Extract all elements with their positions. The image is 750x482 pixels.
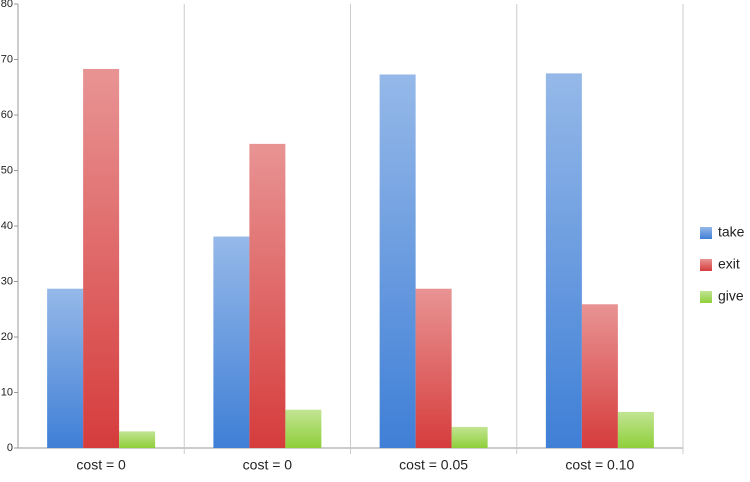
bar xyxy=(617,411,654,448)
legend-label: give xyxy=(718,288,744,304)
legend-swatch xyxy=(700,291,712,303)
bar xyxy=(451,426,488,448)
bar xyxy=(83,68,120,448)
x-tick-label: cost = 0 xyxy=(243,457,293,473)
y-tick-label: 40 xyxy=(1,220,13,232)
bar xyxy=(415,288,452,448)
y-tick-label: 80 xyxy=(1,0,13,10)
y-tick-label: 0 xyxy=(7,442,13,454)
bar xyxy=(379,74,416,449)
bar xyxy=(249,143,286,449)
legend-label: take xyxy=(718,224,745,240)
y-tick-label: 50 xyxy=(1,164,13,176)
legend-swatch xyxy=(700,259,712,271)
bar xyxy=(581,304,618,448)
x-tick-label: cost = 0 xyxy=(76,457,126,473)
legend-swatch xyxy=(700,227,712,239)
bar xyxy=(213,236,250,448)
y-tick-label: 20 xyxy=(1,331,13,343)
x-tick-label: cost = 0.05 xyxy=(399,457,468,473)
bar xyxy=(47,288,84,448)
y-tick-label: 60 xyxy=(1,109,13,121)
legend-label: exit xyxy=(718,256,740,272)
x-tick-label: cost = 0.10 xyxy=(565,457,634,473)
y-tick-label: 10 xyxy=(1,386,13,398)
bar xyxy=(545,73,582,448)
y-tick-label: 70 xyxy=(1,53,13,65)
y-tick-label: 30 xyxy=(1,275,13,287)
bar xyxy=(285,409,322,448)
bar xyxy=(119,431,156,448)
